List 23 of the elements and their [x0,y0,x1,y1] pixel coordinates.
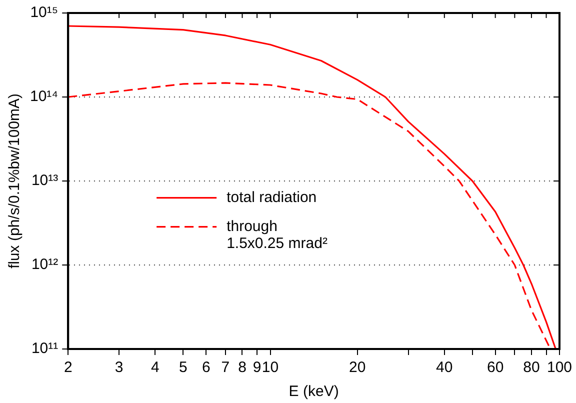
x-tick-label: 4 [151,359,160,376]
x-tick-label: 5 [179,359,188,376]
legend-label: through 1.5x0.25 mrad² [226,218,328,252]
y-tick-label: 10¹⁵ [30,4,58,22]
y-tick-label: 10¹¹ [31,340,58,358]
legend-label: total radiation [226,188,317,206]
x-tick-label: 10 [262,359,279,376]
x-tick-label: 7 [221,359,230,376]
x-axis-title: E (keV) [288,383,339,400]
x-tick-label: 80 [523,359,540,376]
x-tick-label: 3 [114,359,124,376]
x-tick-label: 100 [546,359,572,376]
x-tick-label: 8 [238,359,246,376]
x-tick-label: 60 [486,359,504,376]
y-tick-label: 10¹³ [31,172,58,190]
y-tick-label: 10¹² [31,256,58,274]
x-tick-label: 20 [348,359,366,376]
x-tick-label: 9 [252,359,262,376]
x-tick-label: 6 [202,359,210,376]
y-tick-label: 10¹⁴ [30,88,58,106]
y-axis-title: flux (ph/s/0.1%bw/100mA) [6,93,24,269]
x-tick-label: 2 [64,359,72,376]
x-tick-label: 40 [436,359,453,376]
